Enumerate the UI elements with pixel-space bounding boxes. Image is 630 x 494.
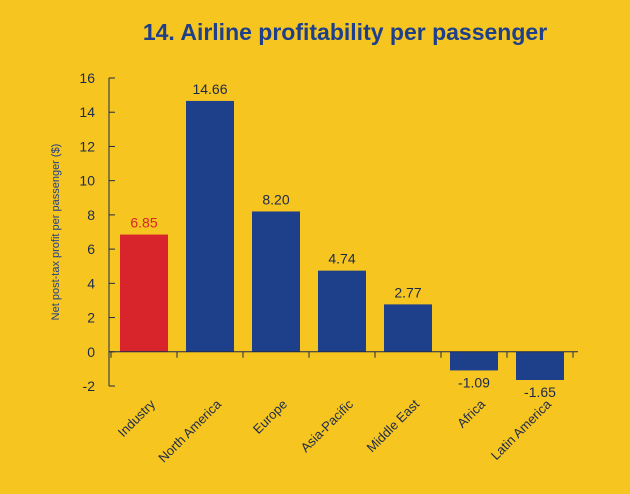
- y-tick-label: -2: [83, 378, 96, 394]
- bar-middle-east: [384, 304, 432, 352]
- y-tick-label: 10: [79, 173, 95, 189]
- bar-industry: [120, 234, 168, 352]
- y-tick-label: 4: [87, 275, 95, 291]
- bar-latin-america: [516, 351, 564, 381]
- bar-asia-pacific: [318, 270, 366, 352]
- data-label: 8.20: [262, 191, 289, 207]
- data-label: -1.65: [524, 384, 556, 400]
- bar-africa: [450, 351, 498, 371]
- category-label: Asia-Pacific: [297, 396, 356, 455]
- category-label: Africa: [454, 396, 489, 431]
- category-label: Europe: [250, 397, 290, 437]
- category-label: Middle East: [363, 396, 422, 455]
- data-label: 2.77: [394, 284, 421, 300]
- data-label: -1.09: [458, 374, 490, 390]
- y-tick-label: 12: [79, 138, 95, 154]
- data-label: 4.74: [328, 251, 355, 267]
- y-axis: -2 0 2 4 6 8 10 12 14 16: [79, 70, 115, 394]
- chart-title: 14. Airline profitability per passenger: [143, 19, 547, 45]
- bar-europe: [252, 211, 300, 352]
- category-label: Industry: [115, 396, 159, 440]
- data-label: 6.85: [130, 215, 157, 231]
- y-tick-label: 8: [87, 207, 95, 223]
- y-tick-label: 0: [87, 344, 95, 360]
- data-label: 14.66: [192, 81, 227, 97]
- bar-north-america: [186, 100, 234, 352]
- bars: 6.85 14.66 8.20 4.74 2.77 -1.09 -1.65: [120, 81, 564, 400]
- y-tick-label: 2: [87, 310, 95, 326]
- category-label: North America: [155, 396, 224, 465]
- y-tick-label: 6: [87, 241, 95, 257]
- y-tick-label: 14: [79, 104, 95, 120]
- y-axis-label: Net post-tax profit per passenger ($): [50, 144, 62, 321]
- y-tick-label: 16: [79, 70, 95, 86]
- category-label: Latin America: [488, 396, 555, 463]
